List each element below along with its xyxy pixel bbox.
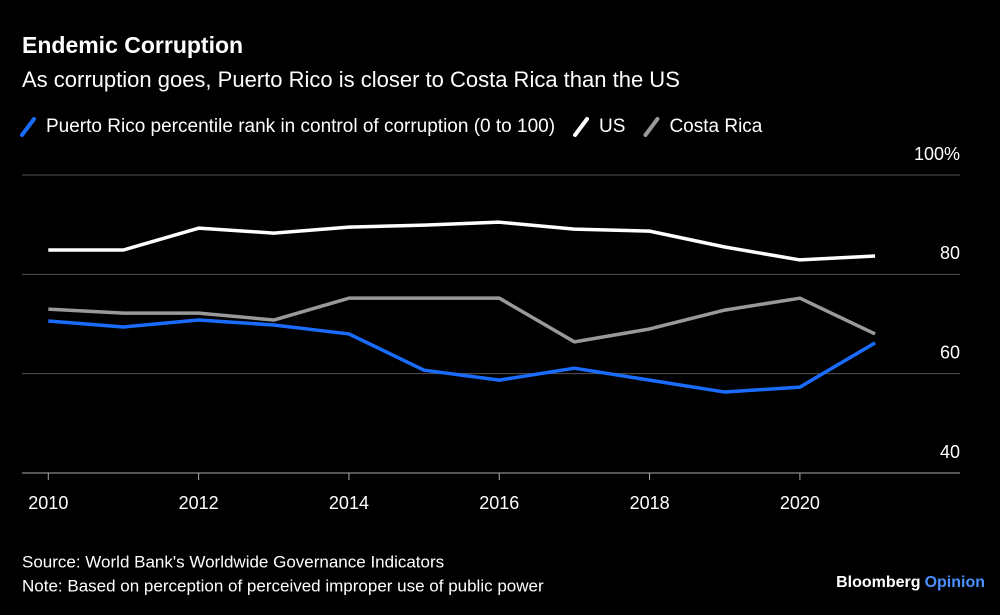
legend-swatch: [573, 117, 590, 137]
x-tick-label: 2018: [630, 493, 670, 513]
legend-label: US: [599, 116, 625, 137]
y-tick-label: 40: [940, 442, 960, 462]
x-tick-label: 2016: [479, 493, 519, 513]
source: Source: World Bank's Worldwide Governanc…: [22, 552, 444, 571]
chart-title: Endemic Corruption: [22, 32, 243, 58]
x-tick-label: 2012: [179, 493, 219, 513]
x-tick-label: 2014: [329, 493, 369, 513]
legend-label: Puerto Rico percentile rank in control o…: [46, 116, 555, 137]
y-tick-label: 60: [940, 342, 960, 362]
brand-section: Opinion: [925, 574, 985, 591]
brand-name: Bloomberg: [836, 574, 920, 591]
y-tick-label: 80: [940, 243, 960, 263]
legend-label: Costa Rica: [669, 116, 762, 137]
y-tick-label: 100%: [914, 144, 960, 164]
brand: Bloomberg Opinion: [836, 574, 985, 591]
chart-subtitle: As corruption goes, Puerto Rico is close…: [22, 67, 680, 92]
series-line: [48, 220, 876, 262]
x-tick-label: 2010: [28, 493, 68, 513]
legend-swatch: [20, 117, 36, 137]
series-line: [48, 296, 876, 344]
legend-swatch: [643, 117, 660, 137]
note: Note: Based on perception of perceived i…: [22, 576, 544, 595]
x-tick-label: 2020: [780, 493, 820, 513]
series-line: [48, 318, 876, 394]
